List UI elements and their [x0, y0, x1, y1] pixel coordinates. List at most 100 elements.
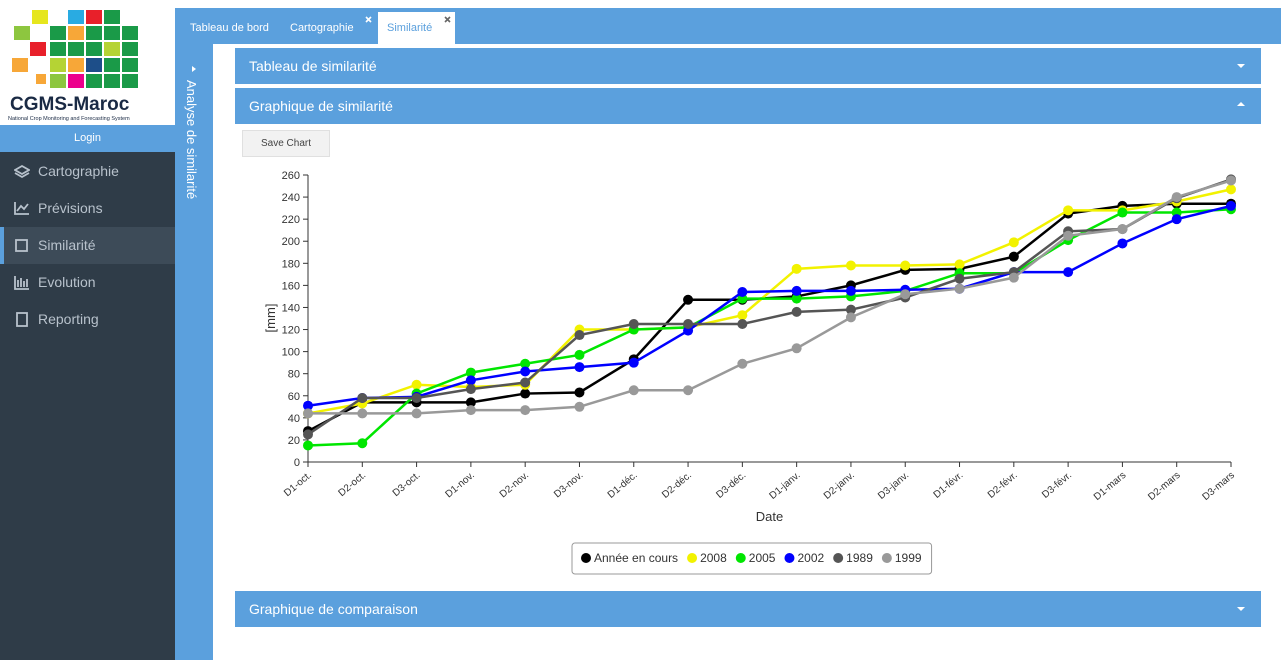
series-line	[307, 188, 1232, 415]
marker	[465, 397, 476, 408]
marker	[845, 312, 856, 323]
series-line	[307, 207, 1232, 447]
marker	[574, 401, 585, 412]
x-tick-label: D3-déc.	[714, 470, 748, 501]
save-button[interactable]: Save Chart	[242, 130, 330, 157]
panel-title: Graphique de comparaison	[249, 601, 418, 617]
series-line	[308, 179, 1232, 415]
marker	[791, 263, 802, 274]
x-tick-label: D1-janv.	[768, 470, 803, 502]
marker	[303, 400, 313, 411]
marker	[954, 283, 965, 294]
marker	[574, 362, 585, 373]
legend-marker	[581, 553, 591, 563]
marker	[845, 285, 856, 296]
menu-item[interactable]: Prévisions	[38, 200, 103, 216]
y-tick-label: 220	[282, 214, 300, 226]
tab[interactable]: Cartographie	[290, 22, 354, 34]
marker	[791, 293, 802, 304]
marker	[791, 285, 802, 296]
legend-marker	[833, 553, 844, 563]
x-tick-label: D3-janv.	[876, 470, 911, 502]
marker	[791, 343, 802, 354]
side-arrow	[192, 66, 196, 72]
y-tick-label: 60	[288, 391, 300, 403]
marker	[1008, 251, 1019, 262]
marker	[520, 366, 531, 377]
marker	[1063, 205, 1074, 216]
x-tick-label: D3-nov.	[552, 470, 585, 500]
tab-active[interactable]: Similarité	[378, 12, 455, 44]
marker	[737, 358, 748, 369]
menu-item[interactable]: Evolution	[38, 274, 96, 290]
marker	[520, 405, 531, 416]
x-tick-label: D3-oct.	[391, 470, 423, 499]
x-tick-label: D1-févr.	[932, 470, 966, 501]
marker	[574, 349, 585, 360]
chart: 0 20 40 60 80 100 120 140 160 180 200 220 240 260 D1-o…	[263, 170, 1237, 575]
legend-label: 2002	[797, 551, 824, 565]
y-tick-label: 200	[282, 236, 300, 248]
marker	[1063, 267, 1074, 278]
tab-close-icons	[365, 16, 451, 23]
logo-title: CGMS-Maroc	[10, 94, 130, 115]
legend-label: 2008	[700, 551, 727, 565]
marker	[1008, 237, 1019, 248]
marker	[628, 385, 639, 396]
legend-label: 2005	[749, 551, 776, 565]
panel-header[interactable]: Graphique de comparaison	[235, 591, 1261, 627]
y-tick-label: 40	[288, 413, 300, 425]
marker	[1117, 224, 1128, 235]
marker	[1117, 207, 1128, 218]
x-tick-label: D2-mars	[1146, 470, 1182, 503]
panel-header[interactable]: Tableau de similarité	[235, 48, 1261, 84]
legend-label: 1989	[846, 551, 873, 565]
x-tick-label: D2-févr.	[986, 470, 1020, 501]
marker	[1117, 238, 1128, 249]
marker	[737, 310, 748, 321]
menu-item[interactable]: Reporting	[38, 311, 99, 327]
y-axis-label: [mm]	[263, 304, 278, 333]
series-line	[307, 178, 1232, 436]
marker	[357, 408, 368, 419]
marker	[1008, 272, 1019, 283]
panel-title: Graphique de similarité	[249, 98, 393, 114]
y-tick-label: 120	[282, 325, 300, 337]
x-tick-label: D2-oct.	[336, 470, 368, 499]
marker	[737, 287, 748, 298]
legend-box	[571, 542, 933, 575]
marker	[1226, 184, 1236, 195]
side-panel[interactable]	[175, 44, 213, 660]
panel-header[interactable]: Graphique de similarité	[235, 88, 1261, 124]
marker	[1226, 200, 1236, 211]
marker	[1171, 192, 1182, 203]
login[interactable]: Login	[0, 125, 175, 152]
y-tick-label: 80	[288, 369, 300, 381]
legend-label: Année en cours	[594, 551, 678, 565]
x-tick-label: D2-janv.	[822, 470, 857, 502]
y-tick-label: 100	[282, 347, 300, 359]
marker	[465, 405, 476, 416]
logo: CGMS-Maroc National Crop Monitoring and …	[0, 0, 175, 125]
tab[interactable]: Tableau de bord	[190, 22, 269, 34]
marker	[683, 319, 694, 330]
marker	[303, 408, 313, 419]
menu-item[interactable]: Similarité	[0, 227, 175, 264]
logo-squares: CGMS-Maroc National Crop Monitoring and …	[8, 10, 138, 122]
y-tick-label: 160	[282, 280, 300, 292]
marker	[900, 289, 911, 300]
x-tick-label: D1-oct.	[282, 470, 314, 499]
marker	[357, 438, 368, 449]
marker	[411, 379, 422, 390]
marker	[574, 330, 585, 341]
y-tick-label: 260	[282, 170, 300, 182]
tab-bar	[175, 8, 1281, 44]
legend-marker	[687, 553, 698, 563]
marker	[465, 384, 476, 395]
series-line	[307, 204, 1232, 407]
menu-icons	[14, 164, 30, 327]
menu-item[interactable]: Cartographie	[38, 163, 119, 179]
marker	[954, 273, 965, 284]
x-tick-label: D2-déc.	[660, 470, 694, 501]
x-tick-label: D1-déc.	[606, 470, 640, 501]
